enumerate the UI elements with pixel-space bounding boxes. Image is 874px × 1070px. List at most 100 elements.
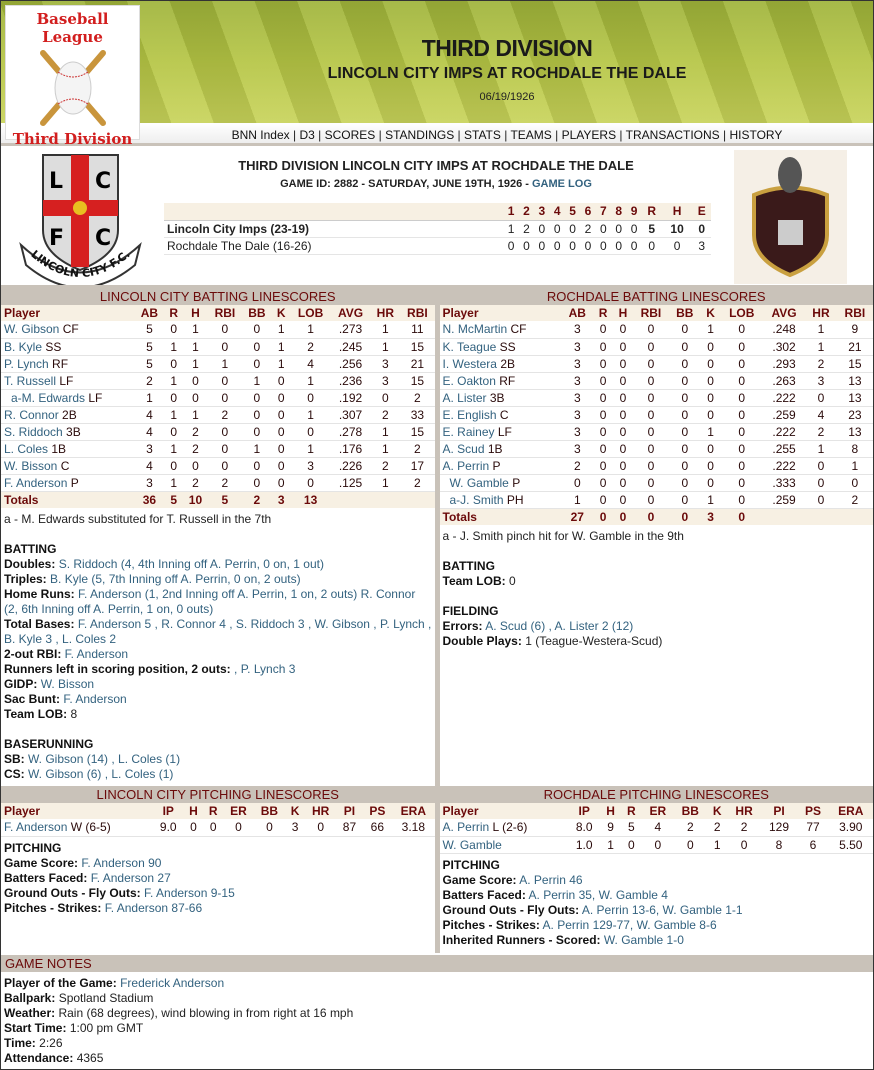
column-header: AB [561, 305, 594, 321]
player-link[interactable]: A. Perrin [442, 820, 490, 835]
note-value[interactable]: A. Perrin 35, W. Gamble 4 [528, 887, 668, 902]
player-row: A. Perrin L (2-6) 8.0 9 5 4 2 2 2 129 77 3.90 [439, 819, 873, 837]
note-value[interactable]: W. Gibson (14) , L. Coles (1) [28, 752, 181, 766]
game-log-link[interactable]: GAME LOG [531, 178, 592, 190]
stat-cell: 0 [612, 338, 633, 356]
player-link[interactable]: W. Gamble [442, 837, 502, 852]
note-line: FIELDING [443, 604, 871, 619]
player-link[interactable]: E. English [442, 407, 497, 422]
player-link[interactable]: L. Coles [4, 441, 49, 456]
note-line: Ballpark: Spotland Stadium [4, 991, 870, 1006]
player-link[interactable]: F. Anderson [4, 475, 68, 490]
player-link[interactable]: F. Anderson [4, 820, 68, 835]
player-link[interactable]: a-J. Smith [449, 492, 504, 507]
note-label: Total Bases: [4, 617, 75, 631]
note-value[interactable]: Frederick Anderson [120, 976, 225, 990]
inning-score: 0 [549, 237, 565, 255]
nav-link[interactable]: PLAYERS [561, 128, 617, 142]
nav-link[interactable]: TRANSACTIONS [625, 128, 720, 142]
player-link[interactable]: E. Rainey [442, 424, 495, 439]
player-link[interactable]: W. Gibson [4, 322, 60, 337]
player-cell: W. Gamble [439, 836, 569, 854]
stat-cell: 1 [805, 338, 837, 356]
nav-link[interactable]: TEAMS [510, 128, 552, 142]
note-value[interactable]: F. Anderson 87-66 [104, 900, 203, 915]
player-row: N. McMartin CF 3 0 0 0 0 1 0.248 1 9 [439, 321, 873, 339]
column-header: Player [439, 803, 569, 819]
stat-cell: 0 [241, 423, 272, 441]
line-score-row: Rochdale The Dale (16-26) 0 0 0 0 0 0 0 0 0 0 0 3 [164, 237, 711, 255]
stat-cell: 8 [760, 836, 798, 854]
note-label: Time: [4, 1036, 36, 1050]
note-value[interactable]: A. Perrin 13-6, W. Gamble 1-1 [581, 902, 743, 917]
stat-cell: 1 [183, 406, 208, 424]
player-link[interactable]: N. McMartin [442, 322, 508, 337]
note-value[interactable]: F. Anderson 27 [90, 870, 171, 885]
stat-cell: 0 [164, 355, 184, 373]
stat-cell: 3 [561, 440, 594, 458]
inning-header: E [692, 203, 711, 221]
note-value[interactable]: W. Gamble 1-0 [603, 932, 684, 947]
stat-cell: 2 [706, 819, 728, 837]
note-line: Inherited Runners - Scored: W. Gamble 1-… [443, 933, 871, 948]
note-value[interactable]: F. Anderson 9-15 [144, 885, 235, 900]
note-value[interactable]: F. Anderson 5 , R. Connor 4 , S. Riddoch… [4, 617, 432, 646]
note-value[interactable]: A. Scud (6) , A. Lister 2 (12) [485, 619, 634, 633]
stat-cell: 1 [164, 406, 184, 424]
rochdale-crest [734, 150, 847, 284]
note-value[interactable]: F. Anderson [64, 647, 129, 661]
note-value[interactable]: , P. Lynch 3 [234, 662, 296, 676]
total-cell: 3 [700, 508, 721, 525]
nav-link[interactable]: SCORES [324, 128, 376, 142]
player-link[interactable]: A. Perrin [442, 458, 490, 473]
player-link[interactable]: A. Lister [442, 390, 487, 405]
note-line: 2-out RBI: F. Anderson [4, 647, 432, 662]
player-link[interactable]: A. Scud [442, 441, 485, 456]
player-link[interactable]: a-M. Edwards [11, 390, 86, 405]
note-label: Ground Outs - Fly Outs: [442, 902, 580, 917]
stat-cell: 3 [290, 457, 331, 475]
stat-cell: 2 [183, 440, 208, 458]
stat-cell: .248 [762, 321, 806, 339]
league-logo[interactable]: Baseball League Third Division [5, 5, 140, 148]
note-value[interactable]: A. Perrin 129-77, W. Gamble 8-6 [542, 917, 717, 932]
stat-cell: 0 [593, 355, 613, 373]
player-link[interactable]: I. Westera [442, 356, 497, 371]
stat-cell: 2 [727, 819, 761, 837]
note-value[interactable]: F. Anderson (1, 2nd Inning off A. Perrin… [4, 587, 416, 616]
player-link[interactable]: S. Riddoch [4, 424, 63, 439]
player-link[interactable]: E. Oakton [442, 373, 496, 388]
note-value[interactable]: F. Anderson [63, 692, 127, 706]
player-link[interactable]: W. Gamble [449, 475, 509, 490]
note-value[interactable]: W. Gibson (6) , L. Coles (1) [28, 767, 174, 781]
column-header: HR [370, 305, 401, 321]
nav-link[interactable]: STANDINGS [385, 128, 455, 142]
player-link[interactable]: P. Lynch [4, 356, 49, 371]
note-value[interactable]: S. Riddoch (4, 4th Inning off A. Perrin,… [58, 557, 324, 571]
player-position: P [512, 475, 521, 490]
column-header: LOB [720, 305, 763, 321]
nav-link[interactable]: STATS [464, 128, 501, 142]
total-cell: 2 [241, 491, 272, 508]
note-value[interactable]: B. Kyle (5, 7th Inning off A. Perrin, 0 … [50, 572, 301, 586]
player-link[interactable]: R. Connor [4, 407, 59, 422]
column-header: K [271, 305, 291, 321]
stat-cell: 87 [336, 819, 363, 837]
stat-cell: 0 [271, 440, 291, 458]
note-value[interactable]: F. Anderson 90 [81, 855, 162, 870]
player-cell: W. Gamble P [439, 474, 562, 492]
note-value[interactable]: W. Bisson [40, 677, 95, 691]
stat-cell: 2 [400, 474, 435, 492]
stat-cell: 77 [797, 819, 829, 837]
stat-cell: 0 [164, 423, 184, 441]
nav-link[interactable]: HISTORY [729, 128, 783, 142]
player-link[interactable]: K. Teague [442, 339, 497, 354]
note-value[interactable]: A. Perrin 46 [519, 872, 583, 887]
note-line: CS: W. Gibson (6) , L. Coles (1) [4, 767, 432, 782]
player-link[interactable]: W. Bisson [4, 458, 58, 473]
player-link[interactable]: B. Kyle [4, 339, 43, 354]
nav-link[interactable]: BNN Index [231, 128, 290, 142]
player-position: C [60, 458, 70, 473]
player-link[interactable]: T. Russell [4, 373, 57, 388]
nav-link[interactable]: D3 [299, 128, 315, 142]
